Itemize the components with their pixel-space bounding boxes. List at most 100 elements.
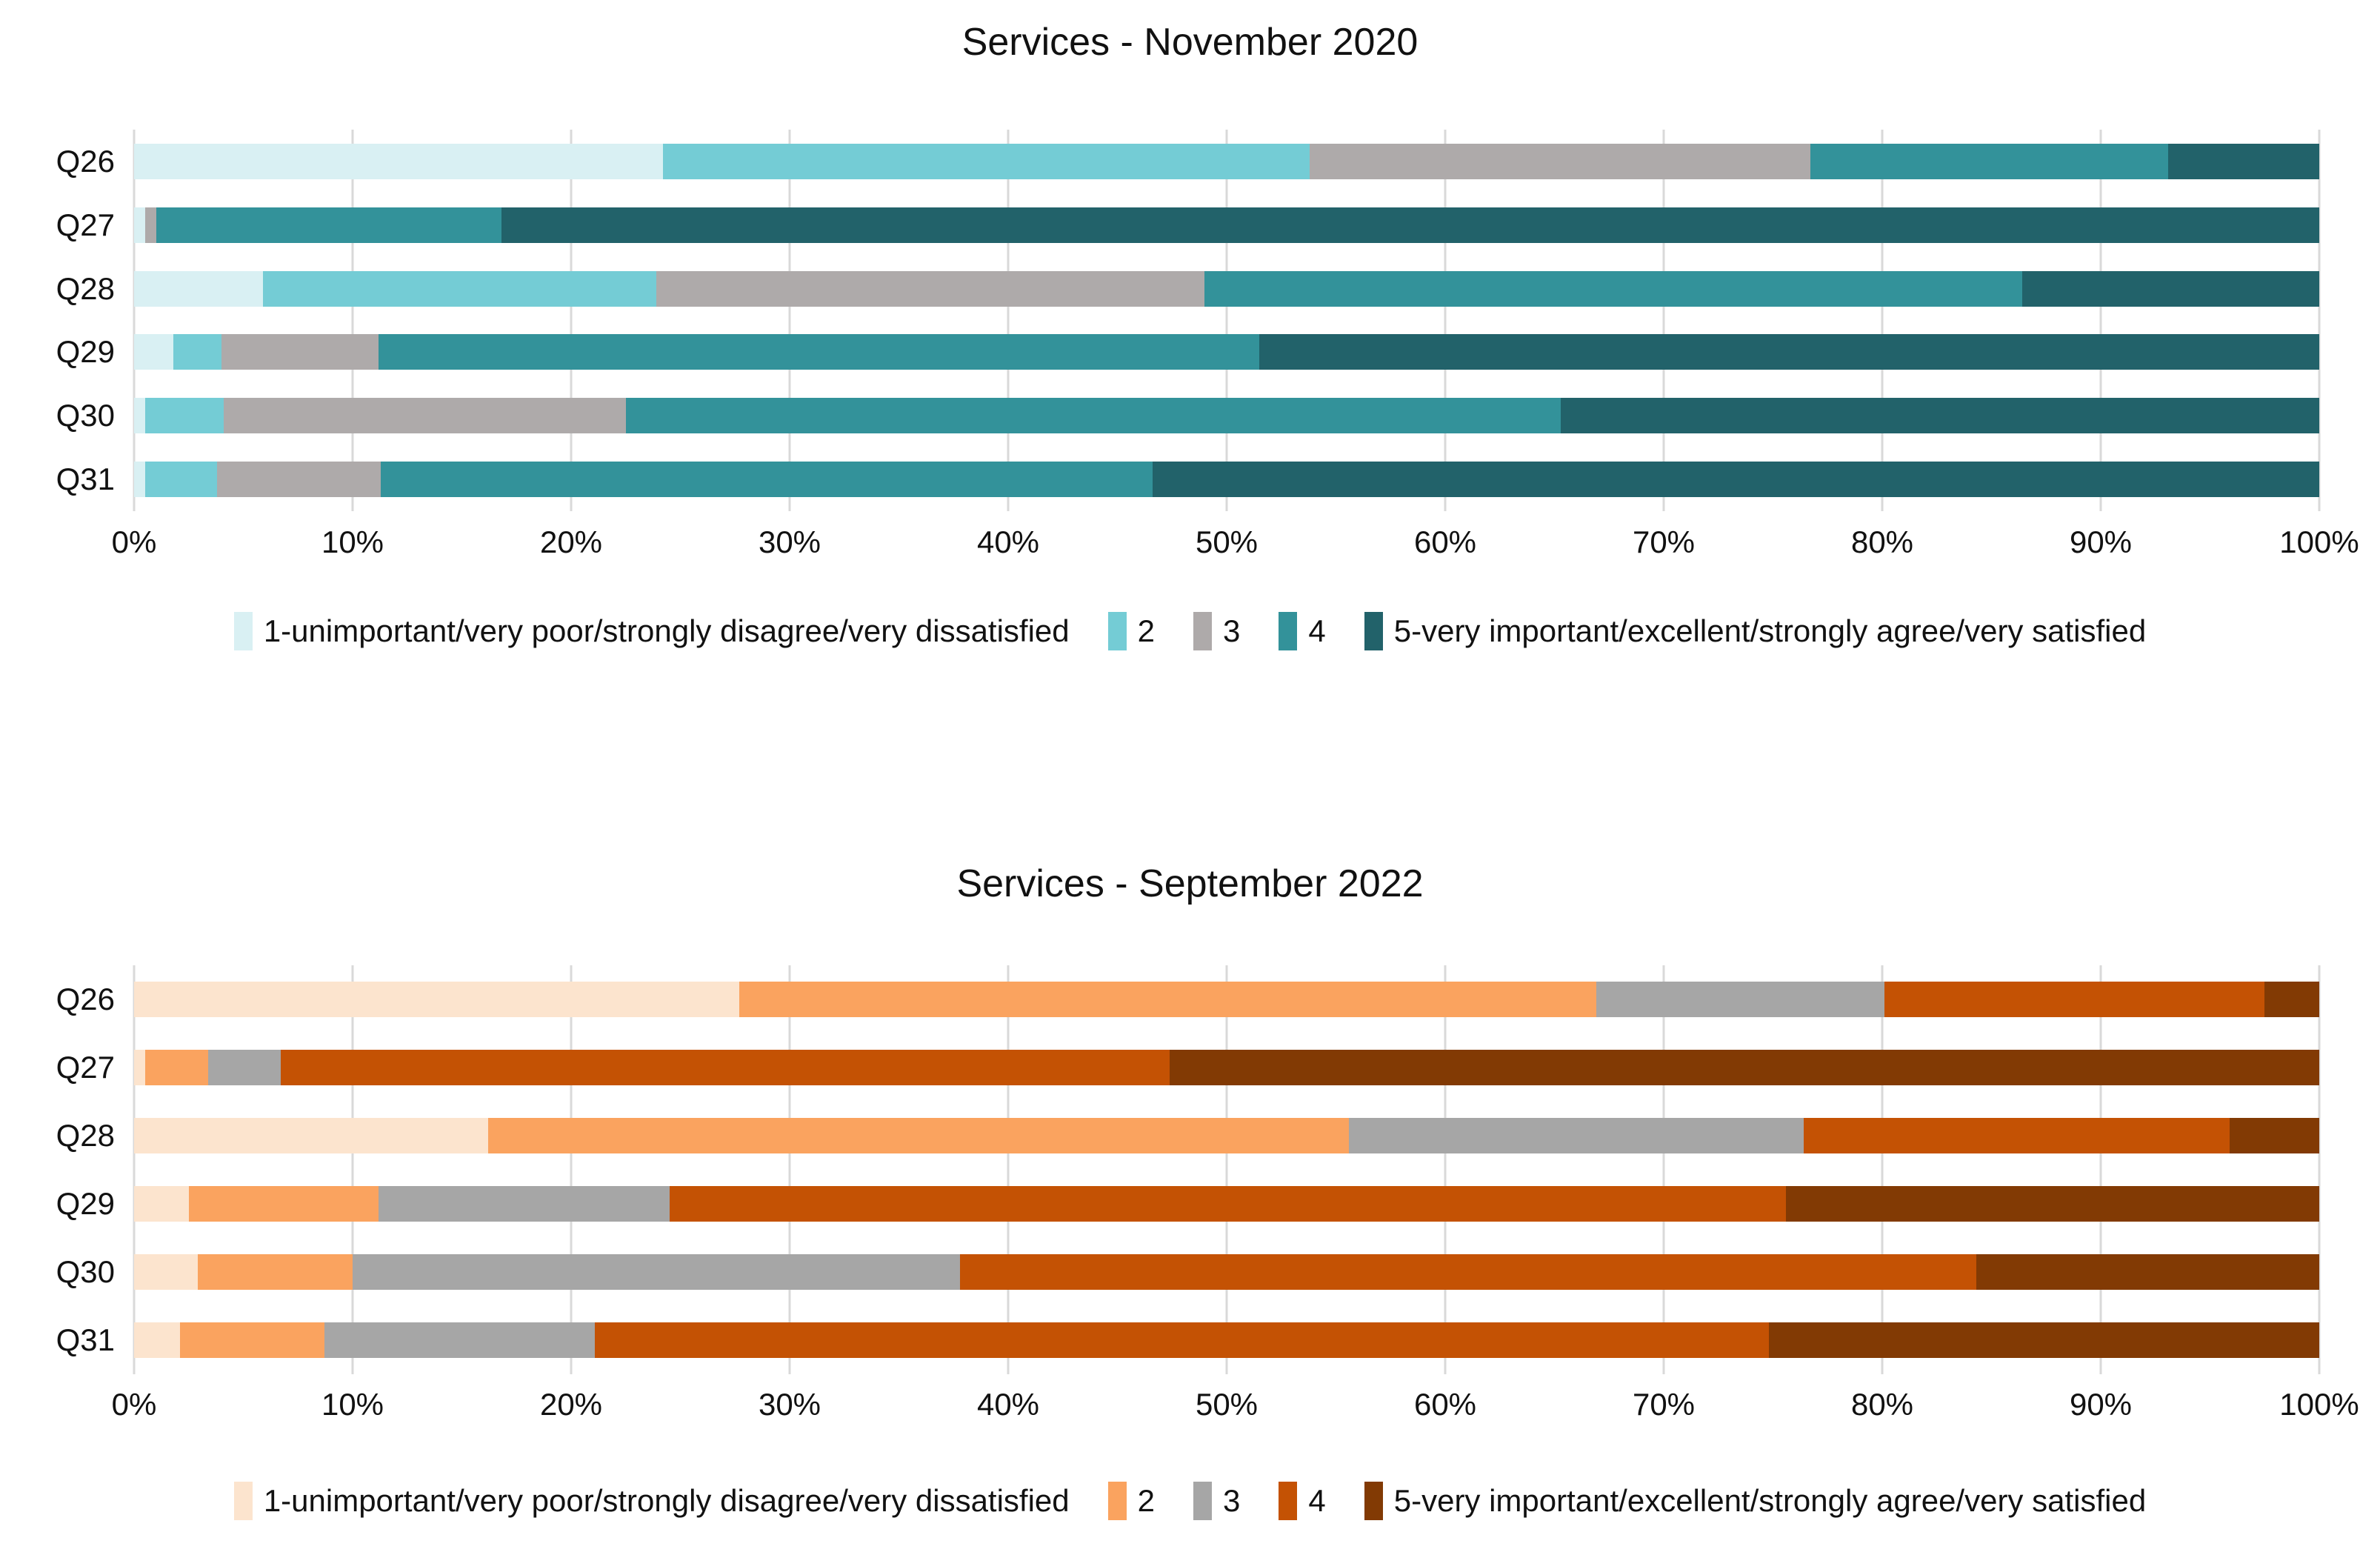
- bar-segment-series-1: [134, 1050, 145, 1085]
- gridline: [133, 965, 136, 1374]
- x-tick-label: 60%: [1413, 525, 1477, 559]
- bar-segment-series-5: [1561, 398, 2319, 434]
- legend-swatch-icon: [1364, 1482, 1383, 1520]
- x-tick-label: 100%: [2279, 525, 2359, 559]
- stacked-bar-Q29: [134, 1186, 2319, 1222]
- gridline: [133, 130, 136, 511]
- x-tick-label: 50%: [1195, 525, 1259, 559]
- category-label: Q28: [56, 1118, 115, 1153]
- bar-segment-series-2: [263, 270, 657, 307]
- bar-segment-series-4: [379, 334, 1260, 370]
- legend-swatch-icon: [1279, 612, 1298, 650]
- legend-swatch-icon: [1364, 612, 1383, 650]
- bar-segment-series-2: [144, 398, 224, 434]
- bar-segment-series-3: [223, 398, 626, 434]
- legend-swatch-icon: [233, 612, 253, 650]
- plot-area: Q26 Q27 Q28 Q29 Q30 Q31: [56, 130, 2321, 511]
- stacked-bar-Q27: [134, 1050, 2319, 1085]
- legend-label: 4: [1308, 613, 1326, 648]
- bar-segment-series-1: [134, 334, 174, 370]
- legend-item-series-2: 2: [1107, 612, 1156, 650]
- bar-segment-series-2: [179, 1322, 324, 1358]
- category-label: Q30: [56, 398, 115, 433]
- x-tick-label: 30%: [758, 1387, 821, 1422]
- category-label: Q26: [56, 143, 115, 179]
- bar-segment-series-5: [2230, 1118, 2319, 1153]
- gridline: [1662, 130, 1665, 511]
- gridline: [1225, 965, 1228, 1374]
- bar-segment-series-2: [144, 462, 218, 498]
- legend-item-series-1: 1-unimportant/very poor/strongly disagre…: [233, 612, 1070, 650]
- bar-segment-series-4: [669, 1186, 1787, 1222]
- bar-rows: Q26 Q27 Q28 Q29 Q30 Q31: [56, 965, 2319, 1374]
- bar-segment-series-1: [134, 1186, 189, 1222]
- category-label: Q31: [56, 1322, 115, 1357]
- bar-segment-series-3: [217, 462, 381, 498]
- legend-swatch-icon: [1107, 612, 1127, 650]
- x-tick-label: 10%: [321, 1387, 384, 1422]
- legend-label: 1-unimportant/very poor/strongly disagre…: [263, 613, 1070, 648]
- category-label: Q28: [56, 270, 115, 306]
- x-tick-label: 50%: [1195, 1387, 1259, 1422]
- bar-segment-series-1: [134, 1322, 180, 1358]
- legend-swatch-icon: [233, 1482, 253, 1520]
- category-label: Q29: [56, 334, 115, 370]
- bar-segment-series-5: [2021, 270, 2319, 307]
- gridline: [1007, 965, 1010, 1374]
- x-tick-label: 80%: [1850, 525, 1914, 559]
- bar-segment-series-5: [1768, 1322, 2319, 1358]
- gridline: [2099, 965, 2102, 1374]
- legend-label: 5-very important/excellent/strongly agre…: [1393, 613, 2147, 648]
- stacked-bar-Q26: [134, 982, 2319, 1017]
- legend: 1-unimportant/very poor/strongly disagre…: [0, 1482, 2380, 1520]
- legend-swatch-icon: [1107, 1482, 1127, 1520]
- legend-item-series-3: 3: [1193, 612, 1240, 650]
- gridline: [1225, 130, 1228, 511]
- bar-segment-series-4: [1810, 143, 2169, 179]
- stacked-bar-Q26: [134, 143, 2319, 179]
- bar-segment-series-3: [324, 1322, 596, 1358]
- gridline: [788, 130, 791, 511]
- x-tick-label: 40%: [976, 525, 1040, 559]
- stacked-bar-Q31: [134, 462, 2319, 498]
- x-axis-tick-labels: 0% 10% 20% 30% 40% 50% 60% 70% 80% 90% 100%: [112, 1387, 2359, 1428]
- bar-segment-series-4: [960, 1254, 1976, 1290]
- x-tick-label: 40%: [976, 1387, 1040, 1422]
- bar-segment-series-2: [144, 1050, 209, 1085]
- bar-row-Q28: Q28: [56, 257, 2319, 321]
- bar-segment-series-2: [487, 1118, 1350, 1153]
- bar-segment-series-2: [188, 1186, 379, 1222]
- gridline: [570, 130, 573, 511]
- legend-label: 5-very important/excellent/strongly agre…: [1393, 1483, 2147, 1518]
- bar-segment-series-4: [381, 462, 1153, 498]
- bar-segment-series-3: [208, 1050, 281, 1085]
- bar-row-Q27: Q27: [56, 1033, 2319, 1102]
- stacked-bar-Q30: [134, 398, 2319, 434]
- bar-row-Q30: Q30: [56, 384, 2319, 447]
- gridline: [2318, 965, 2321, 1374]
- x-tick-label: 70%: [1632, 525, 1696, 559]
- bar-row-Q29: Q29: [56, 320, 2319, 384]
- category-label: Q26: [56, 982, 115, 1016]
- bar-segment-series-1: [134, 143, 663, 179]
- x-tick-label: 20%: [539, 525, 603, 559]
- category-label: Q27: [56, 1050, 115, 1085]
- bar-segment-series-4: [280, 1050, 1170, 1085]
- legend-label: 2: [1137, 613, 1156, 648]
- x-tick-label: 30%: [758, 525, 821, 559]
- category-label: Q31: [56, 462, 115, 497]
- stacked-bar-Q31: [134, 1322, 2319, 1358]
- gridline: [1444, 130, 1447, 511]
- x-tick-label: 60%: [1413, 1387, 1477, 1422]
- chart-title: Services - November 2020: [961, 21, 1419, 64]
- bar-segment-series-4: [1884, 982, 2265, 1017]
- bar-row-Q27: Q27: [56, 193, 2319, 257]
- category-label: Q30: [56, 1254, 115, 1289]
- stacked-bar-Q29: [134, 334, 2319, 370]
- legend-swatch-icon: [1193, 612, 1213, 650]
- legend-item-series-4: 4: [1279, 612, 1326, 650]
- bar-row-Q31: Q31: [56, 447, 2319, 511]
- x-axis-tick-labels: 0% 10% 20% 30% 40% 50% 60% 70% 80% 90% 100%: [112, 525, 2359, 566]
- gridline: [1007, 130, 1010, 511]
- chart-title: Services - September 2022: [956, 862, 1424, 905]
